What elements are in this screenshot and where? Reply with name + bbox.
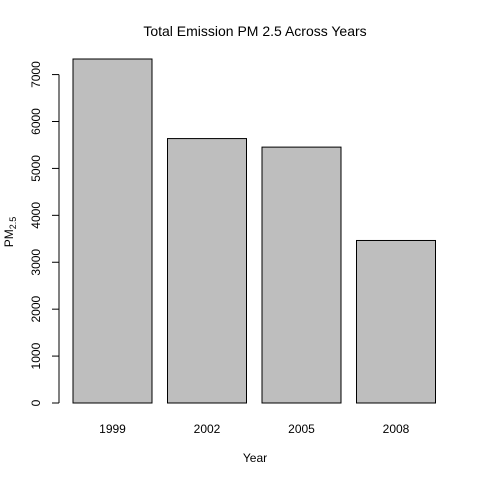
y-axis: 0 1000 2000 3000 4000 5000 6000 7000 (29, 61, 60, 406)
x-tick-labels: 1999 2002 2005 2008 (99, 422, 410, 436)
x-tick-label: 2005 (288, 422, 315, 436)
x-tick-label: 2002 (194, 422, 221, 436)
bar-2005 (261, 146, 342, 404)
bars-group (72, 58, 436, 404)
y-tick-label: 2000 (29, 295, 43, 322)
y-axis-label-main: PM (2, 229, 16, 247)
x-tick-label: 1999 (99, 422, 126, 436)
x-tick-label: 2008 (383, 422, 410, 436)
bar-1999 (72, 58, 153, 404)
bar-2002 (167, 138, 247, 404)
y-tick-label: 3000 (29, 249, 43, 276)
chart-title: Total Emission PM 2.5 Across Years (143, 23, 366, 39)
y-axis-label-subscript: 2.5 (8, 217, 18, 230)
y-tick-label: 5000 (29, 155, 43, 182)
bar-2008 (356, 239, 436, 404)
y-tick-label: 1000 (29, 342, 43, 369)
y-tick-label: 6000 (29, 108, 43, 135)
y-tick-label: 0 (29, 399, 43, 406)
y-tick-label: 7000 (29, 61, 43, 88)
y-tick-label: 4000 (29, 202, 43, 229)
y-axis-label: PM2.5 (2, 217, 18, 248)
x-axis-label: Year (243, 451, 267, 465)
